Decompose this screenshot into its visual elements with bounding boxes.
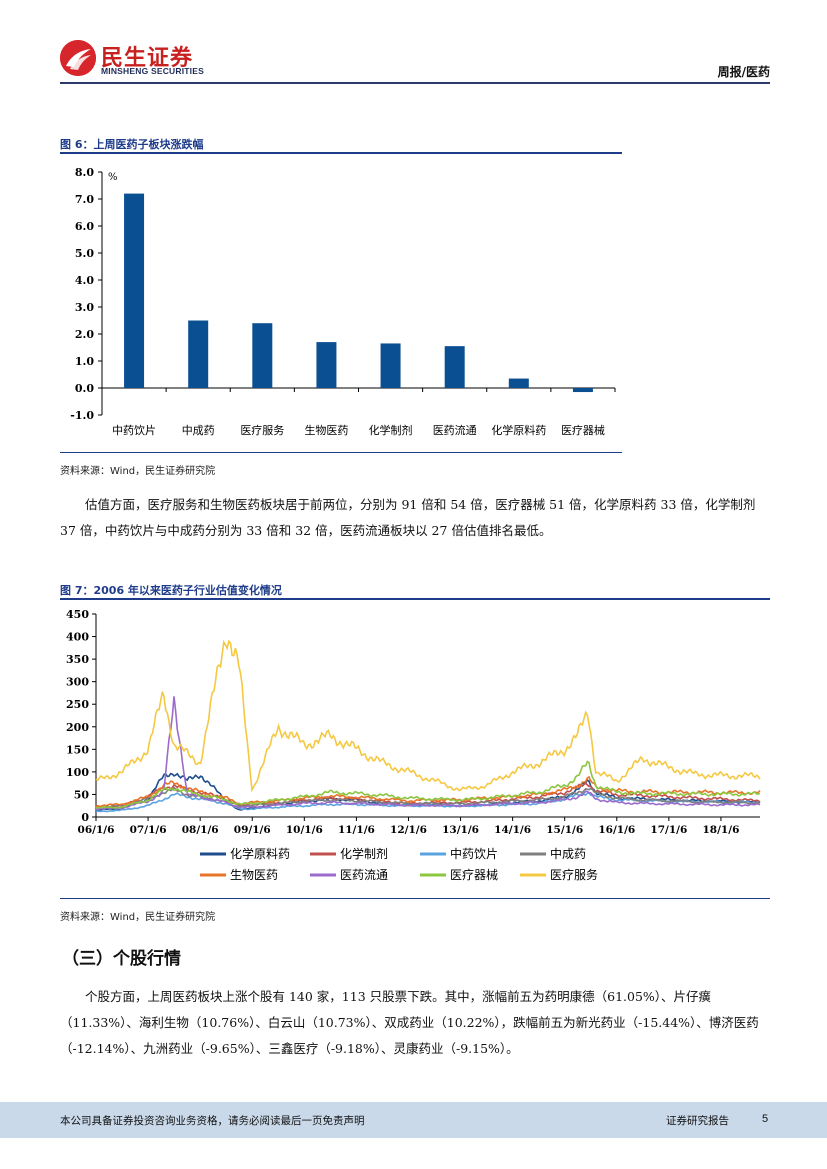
bar-y-tick-label: 3.0 [75, 301, 94, 314]
minsheng-logo-icon [60, 40, 96, 76]
legend-label: 医药流通 [340, 868, 388, 882]
line-x-tick-label: 12/1/6 [390, 824, 427, 836]
line-y-tick-label: 350 [66, 653, 89, 666]
figure6-title: 图 6：上周医药子板块涨跌幅 [60, 138, 204, 151]
bar-category-label: 化学原料药 [491, 423, 546, 437]
valuation-paragraph: 估值方面，医疗服务和生物医药板块居于前两位，分别为 91 倍和 54 倍，医疗器… [60, 497, 756, 538]
footer-disclaimer: 本公司具备证券投资咨询业务资格，请务必阅读最后一页免责声明 [60, 1115, 365, 1127]
line-series-6 [95, 696, 761, 811]
bar-5 [380, 343, 401, 388]
footer-bar [0, 1102, 827, 1138]
legend-label: 生物医药 [230, 868, 278, 882]
legend-label: 化学原料药 [230, 846, 290, 861]
bar-y-tick-label: -1.0 [70, 409, 94, 422]
line-x-tick-label: 14/1/6 [494, 824, 531, 836]
line-y-tick-label: 250 [66, 698, 89, 711]
legend-label: 化学制剂 [340, 846, 388, 861]
bar-y-tick-label: 5.0 [75, 247, 94, 260]
figure7-bottom-rule [60, 898, 770, 899]
figure7-source: 资料来源：Wind，民生证券研究院 [60, 912, 216, 923]
line-x-tick-label: 18/1/6 [702, 824, 739, 836]
line-x-tick-label: 11/1/6 [338, 824, 375, 836]
bar-y-tick-label: 7.0 [75, 193, 94, 206]
figure7-line-chart: 450 400 350 300 250 200 150 100 50 006/1/6 07/1/6 0… [66, 608, 761, 882]
bar-y-tick-label: 6.0 [75, 220, 94, 233]
bar-7 [508, 378, 529, 388]
line-x-tick-label: 15/1/6 [546, 824, 583, 836]
bar-y-tick-label: 1.0 [75, 355, 94, 368]
bar-category-label: 化学制剂 [369, 423, 413, 437]
line-y-tick-label: 300 [66, 676, 89, 689]
bar-category-label: 中成药 [182, 424, 215, 437]
logo-chinese-name: 民生证券 [101, 46, 194, 71]
section-title: （三）个股行情 [62, 949, 181, 969]
bar-y-tick-label: 8.0 [75, 166, 94, 179]
page-number: 5 [762, 1113, 769, 1125]
bar-category-label: 医药流通 [433, 423, 477, 437]
line-x-tick-label: 08/1/6 [182, 824, 219, 836]
bar-1 [124, 193, 145, 388]
bar-4 [316, 342, 337, 388]
bar-3 [252, 323, 273, 388]
bar-category-label: 医疗器械 [561, 423, 605, 437]
logo-english-name: MINSHENG SECURITIES [101, 66, 204, 76]
figure6-source: 资料来源：Wind，民生证券研究院 [60, 466, 216, 477]
bar-y-tick-label: 0.0 [75, 382, 94, 395]
line-x-tick-label: 13/1/6 [442, 824, 479, 836]
figure6-top-rule [60, 152, 622, 154]
figure7-top-rule [60, 598, 770, 600]
figure6-bar-chart: 8.0 7.0 6.0 5.0 4.0 3.0 2.0 1.0 0.0 -1.0% 中药饮片 中成药 医… [70, 166, 616, 437]
figure6-bottom-rule [60, 452, 622, 453]
line-y-tick-label: 400 [66, 631, 89, 644]
line-series-8 [95, 639, 761, 793]
bar-y-tick-label: 2.0 [75, 328, 94, 341]
bar-category-label: 中药饮片 [112, 424, 156, 437]
bar-category-label: 生物医药 [304, 423, 348, 437]
line-y-tick-label: 200 [66, 721, 89, 734]
bar-y-tick-label: 4.0 [75, 274, 94, 287]
stock-paragraph: 个股方面，上周医药板块上涨个股有 140 家，113 只股票下跌。其中，涨幅前五… [60, 989, 759, 1056]
legend-label: 医疗器械 [450, 867, 498, 882]
line-x-tick-label: 16/1/6 [598, 824, 635, 836]
header-divider [60, 82, 770, 84]
line-x-tick-label: 10/1/6 [286, 824, 323, 836]
line-y-tick-label: 450 [66, 608, 89, 621]
line-x-tick-label: 07/1/6 [130, 824, 167, 836]
line-series-7 [95, 760, 761, 809]
line-y-tick-label: 100 [66, 766, 89, 779]
line-y-tick-label: 50 [74, 788, 90, 801]
figure7-title: 图 7：2006 年以来医药子行业估值变化情况 [60, 584, 282, 597]
line-y-tick-label: 150 [66, 743, 89, 756]
legend-label: 医疗服务 [550, 867, 598, 882]
line-x-tick-label: 09/1/6 [234, 824, 271, 836]
bar-8 [572, 388, 593, 393]
bar-2 [188, 320, 209, 388]
report-type: 周报/医药 [717, 65, 770, 79]
bar-unit-label: % [108, 172, 118, 183]
legend-label: 中成药 [550, 846, 586, 861]
bar-category-label: 医疗服务 [240, 423, 284, 437]
line-y-tick-label: 0 [81, 811, 89, 824]
legend-label: 中药饮片 [450, 846, 498, 861]
bar-6 [444, 346, 465, 388]
line-x-tick-label: 06/1/6 [78, 824, 115, 836]
line-x-tick-label: 17/1/6 [650, 824, 687, 836]
line-series-5 [95, 775, 761, 808]
footer-label: 证券研究报告 [666, 1115, 729, 1127]
